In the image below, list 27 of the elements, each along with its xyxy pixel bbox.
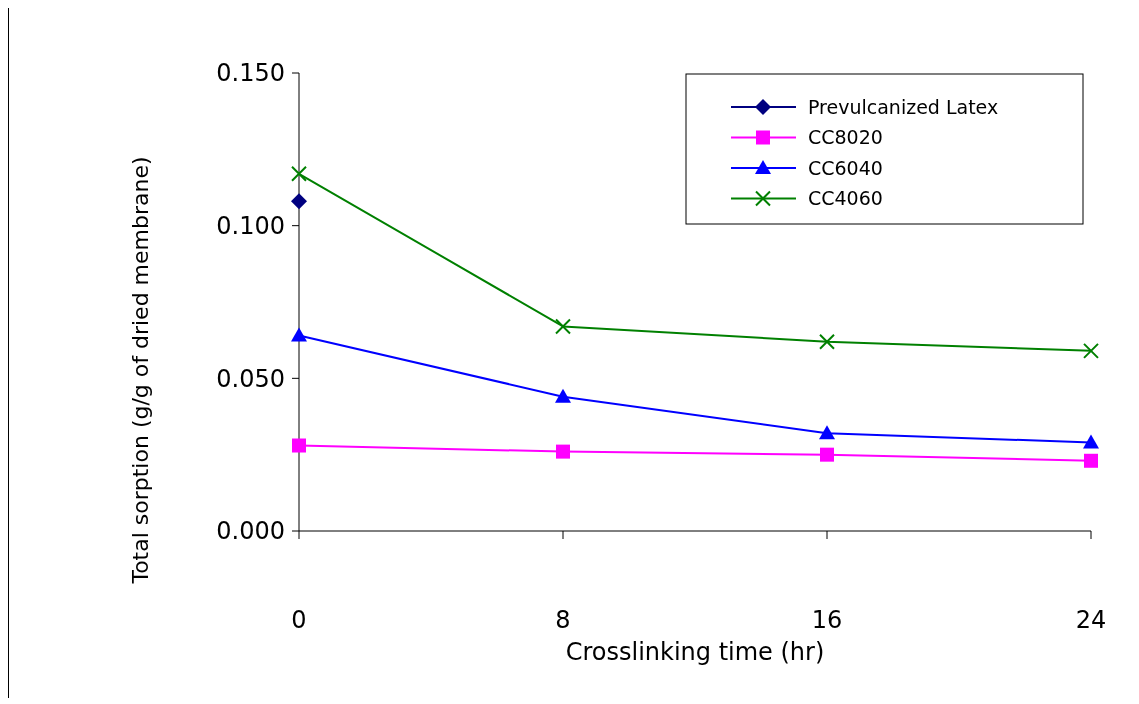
point xyxy=(555,388,571,403)
legend-label: Prevulcanized Latex xyxy=(808,95,999,118)
point xyxy=(291,165,307,182)
point xyxy=(291,193,307,210)
y-axis-title: Total sorption (g/g of dried membrane) xyxy=(128,156,153,585)
point xyxy=(819,425,835,440)
point xyxy=(820,447,834,462)
x-axis-title: Crosslinking time (hr) xyxy=(565,638,825,666)
point xyxy=(291,327,307,342)
x-tick-label: 24 xyxy=(1075,606,1107,634)
x-tick-label: 8 xyxy=(555,606,571,634)
point xyxy=(1083,342,1099,359)
point xyxy=(1083,434,1099,449)
y-tick-label: 0.150 xyxy=(216,59,285,88)
point xyxy=(819,333,835,350)
y-tick-label: 0.000 xyxy=(216,517,285,546)
point xyxy=(555,318,571,335)
point xyxy=(556,444,570,459)
x-tick-label: 0 xyxy=(291,606,307,634)
y-tick-label: 0.100 xyxy=(216,212,285,241)
x-tick-label: 16 xyxy=(811,606,843,634)
legend-label: CC6040 xyxy=(808,156,883,179)
y-tick-label: 0.050 xyxy=(216,364,285,393)
point xyxy=(292,438,306,453)
legend-label: CC8020 xyxy=(808,126,883,149)
point xyxy=(1084,453,1098,468)
legend-label: CC4060 xyxy=(808,187,883,210)
